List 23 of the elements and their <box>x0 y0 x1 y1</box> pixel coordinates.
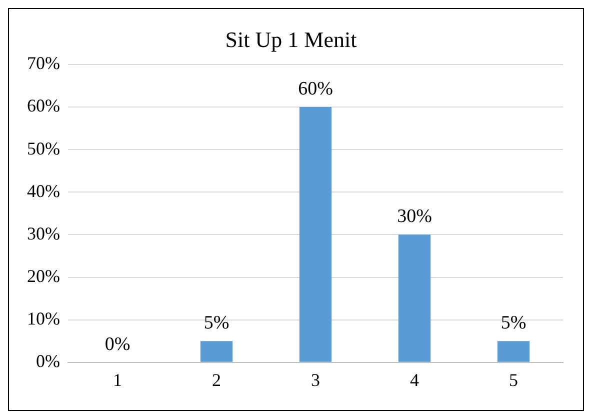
bar <box>398 234 431 362</box>
bar <box>200 341 233 362</box>
chart-title: Sit Up 1 Menit <box>225 26 357 52</box>
y-tick-label: 10% <box>26 308 60 329</box>
y-tick-label: 70% <box>26 53 60 74</box>
y-tick-label: 50% <box>26 138 60 158</box>
x-tick-label: 2 <box>212 370 221 390</box>
y-tick-label: 60% <box>26 96 60 116</box>
data-label: 30% <box>397 206 432 228</box>
y-tick-label: 30% <box>26 223 60 244</box>
data-label: 60% <box>298 78 334 100</box>
y-tick-label: 0% <box>36 351 60 372</box>
data-label: 5% <box>500 312 526 334</box>
x-tick-label: 1 <box>112 370 122 390</box>
bar <box>299 106 332 362</box>
x-tick-label: 5 <box>509 370 518 390</box>
bar <box>497 341 530 362</box>
x-tick-label: 3 <box>310 370 320 390</box>
data-label: 0% <box>104 334 130 355</box>
data-label: 5% <box>204 312 230 334</box>
x-tick-label: 4 <box>410 370 419 390</box>
y-tick-label: 40% <box>26 180 60 201</box>
y-tick-label: 20% <box>26 266 60 286</box>
